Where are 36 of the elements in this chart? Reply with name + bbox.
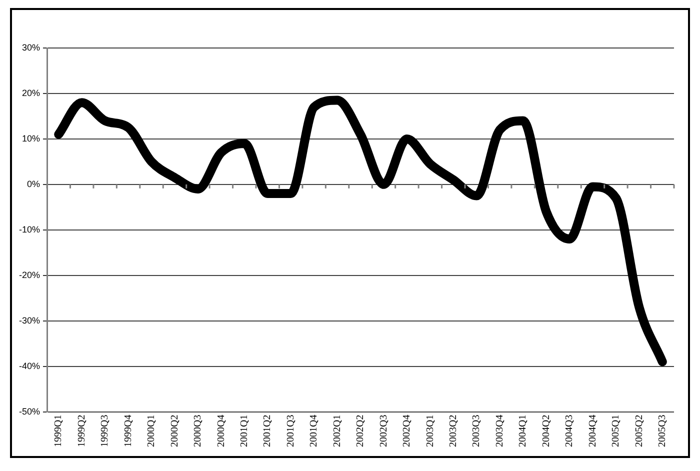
y-tick-label: -10% [18, 224, 40, 234]
x-tick-label: 2000Q2 [169, 414, 180, 448]
x-tick-label: 2000Q1 [146, 414, 158, 448]
x-tick-label: 2005Q1 [610, 414, 622, 448]
x-tick-label: 2003Q3 [471, 414, 482, 448]
x-tick-label: 2003Q2 [448, 414, 460, 448]
x-tick-label: 2001Q1 [239, 414, 250, 448]
x-tick-label: 2003Q4 [494, 414, 506, 448]
y-tick-label: 10% [22, 133, 40, 144]
y-tick-label: -40% [18, 360, 40, 371]
x-tick-label: 2004Q1 [518, 414, 529, 448]
x-tick-label: 2005Q2 [634, 414, 645, 448]
y-tick-label: -50% [18, 406, 40, 416]
y-tick-label: -30% [18, 315, 40, 326]
x-tick-label: 1999Q1 [53, 414, 64, 448]
x-tick-label: 2002Q2 [355, 414, 366, 448]
x-tick-label: 2002Q4 [402, 414, 413, 448]
x-tick-label: 2004Q3 [564, 414, 576, 448]
x-tick-label: 2002Q1 [332, 414, 343, 448]
y-tick-label: 0% [26, 178, 40, 189]
x-tick-label: 2001Q2 [262, 414, 274, 448]
x-tick-label: 2005Q3 [657, 414, 668, 448]
x-tick-label: 2003Q1 [424, 414, 436, 448]
x-tick-label: 2004Q4 [587, 414, 598, 448]
x-tick-label: 1999Q3 [100, 414, 111, 448]
x-tick-label: 2001Q3 [285, 414, 296, 448]
x-tick-label: 2000Q4 [216, 414, 227, 448]
y-tick-label: 30% [22, 42, 40, 52]
y-tick-label: -20% [18, 270, 40, 280]
x-tick-label: 2002Q3 [378, 414, 390, 448]
y-tick-label: 20% [22, 88, 40, 98]
x-tick-label: 2004Q2 [540, 414, 552, 448]
x-tick-label: 1999Q2 [76, 414, 88, 448]
x-tick-label: 2001Q4 [308, 414, 320, 448]
x-tick-label: 1999Q4 [122, 414, 134, 448]
x-tick-label: 2000Q3 [192, 414, 204, 448]
